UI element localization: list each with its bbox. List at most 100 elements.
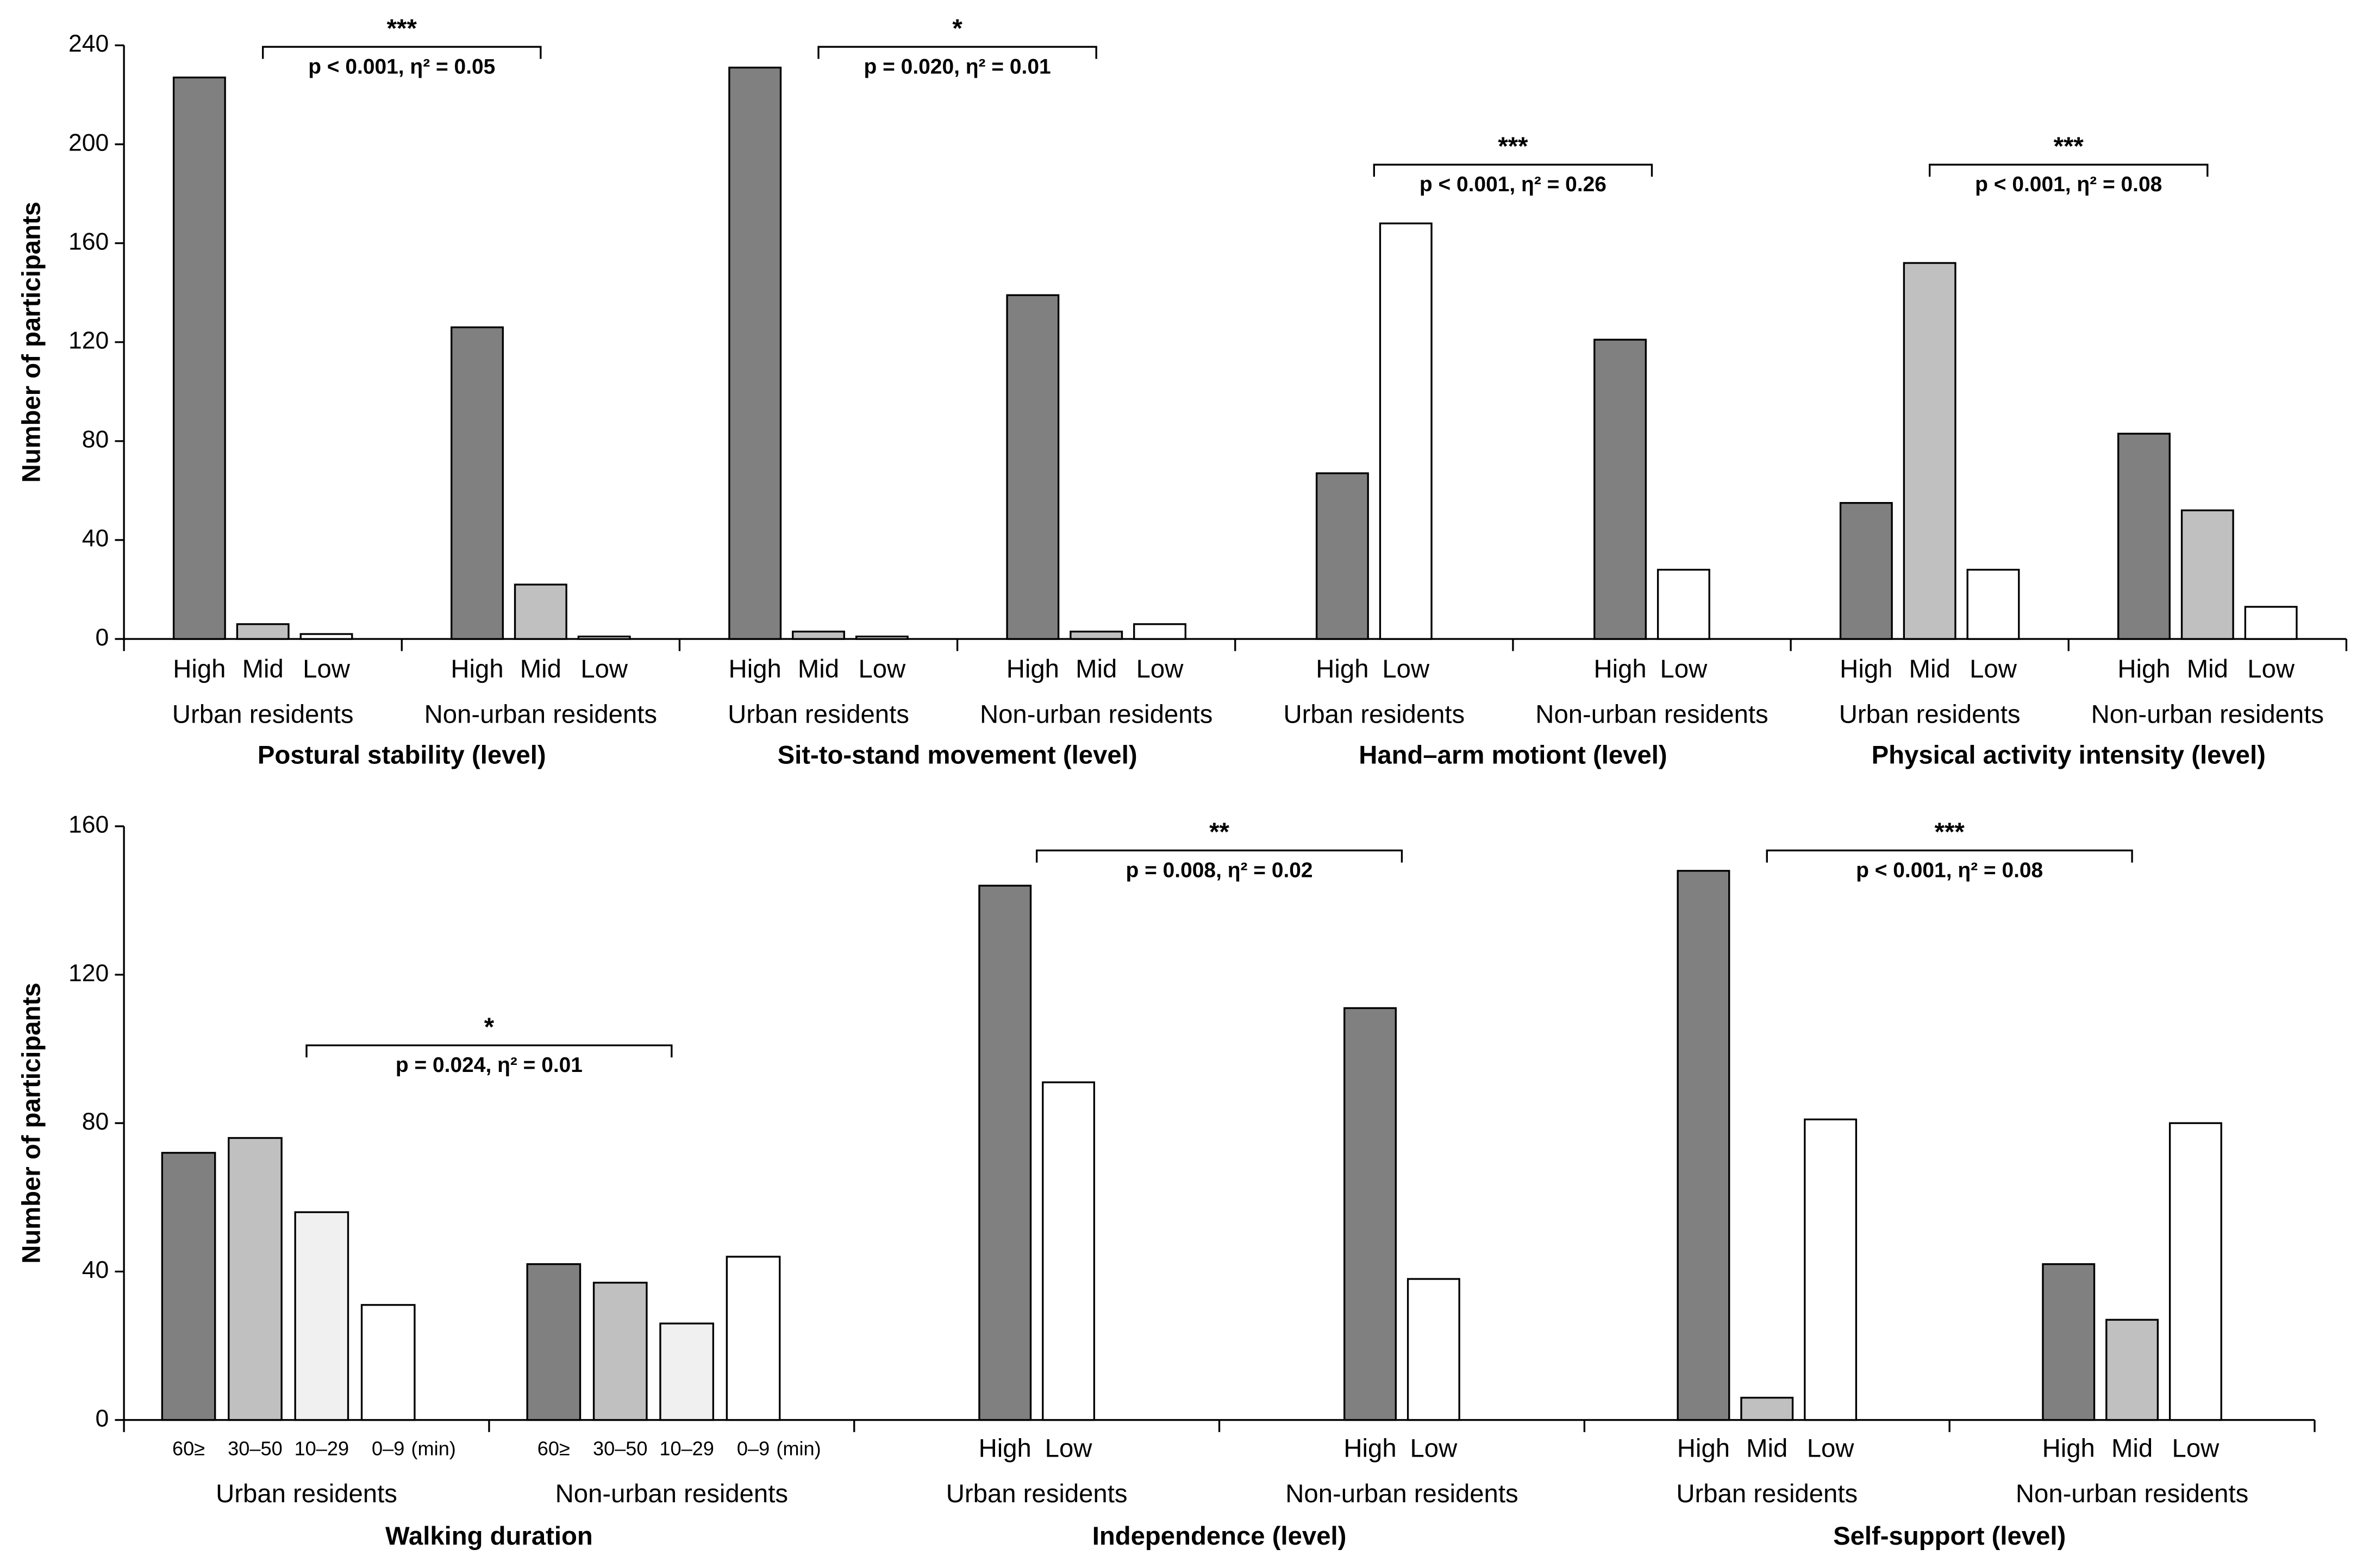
category-label: 60≥ [537, 1438, 570, 1460]
category-label: High [1677, 1434, 1730, 1463]
significance-stars: * [484, 1013, 495, 1042]
bar [592, 1282, 648, 1421]
category-label: High [2117, 655, 2170, 683]
group-title: Self-support (level) [1833, 1522, 2066, 1551]
subgroup-label: Urban residents [1676, 1479, 1858, 1508]
category-label: Mid [2187, 655, 2228, 683]
y-tick-label: 240 [68, 30, 109, 57]
bar [526, 1263, 582, 1421]
category-label: Low [1970, 655, 2017, 683]
category-label: 10–29 [295, 1438, 349, 1460]
category-label: Low [303, 655, 351, 683]
significance-stars: *** [1498, 132, 1528, 161]
subgroup-label: Urban residents [946, 1479, 1128, 1508]
significance-text: p < 0.001, η² = 0.26 [1420, 173, 1606, 196]
category-label: Low [2247, 655, 2295, 683]
bar [855, 635, 909, 640]
group-title: Hand–arm motiont (level) [1359, 741, 1667, 769]
subgroup-label: Non-urban residents [1535, 700, 1768, 729]
bar [2180, 509, 2234, 640]
significance-text: p < 0.001, η² = 0.08 [1856, 859, 2043, 882]
bar [728, 66, 782, 640]
subgroup-label: Urban residents [172, 700, 354, 729]
group-title: Postural stability (level) [258, 741, 546, 769]
category-label: Low [858, 655, 906, 683]
bar [1804, 1118, 1858, 1421]
category-label: Mid [1746, 1434, 1787, 1463]
significance-stars: *** [2054, 132, 2084, 161]
significance-stars: *** [1935, 818, 1965, 846]
bar [1006, 294, 1060, 640]
significance-bracket [305, 1044, 673, 1058]
y-tick-label: 40 [82, 525, 109, 552]
significance-text: p < 0.001, η² = 0.05 [308, 55, 495, 78]
category-label: Low [1382, 655, 1430, 683]
subgroup-label: Non-urban residents [555, 1479, 788, 1508]
y-tick-label: 40 [82, 1257, 109, 1283]
bar [2168, 1122, 2222, 1421]
bar [1903, 262, 1956, 640]
bar [659, 1322, 714, 1421]
significance-bracket [262, 46, 542, 59]
bar [792, 630, 845, 640]
subgroup-label: Non-urban residents [2016, 1479, 2248, 1508]
category-label: Low [1410, 1434, 1458, 1463]
category-label: 30–50 [593, 1438, 648, 1460]
y-tick-label: 200 [68, 129, 109, 156]
bar [2105, 1319, 2159, 1421]
y-tick-label: 120 [68, 960, 109, 987]
category-label: Mid [1076, 655, 1117, 683]
bar [1379, 222, 1433, 640]
category-label: 60≥ [172, 1438, 205, 1460]
category-label: High [451, 655, 503, 683]
category-label: Mid [242, 655, 284, 683]
subgroup-label: Urban residents [216, 1479, 397, 1508]
category-label: Low [580, 655, 628, 683]
subgroup-label: Urban residents [1839, 700, 2021, 729]
bar [360, 1304, 416, 1421]
bar [1315, 472, 1369, 640]
significance-bracket [817, 46, 1097, 59]
category-label: Mid [520, 655, 561, 683]
category-label: High [979, 1434, 1032, 1463]
subgroup-label: Non-urban residents [980, 700, 1212, 729]
bar [2244, 606, 2298, 640]
bar [1966, 568, 2020, 640]
bar [1593, 338, 1647, 640]
y-tick-label: 80 [82, 427, 109, 453]
category-label: High [1007, 655, 1059, 683]
y-axis-label: Number of participants [17, 202, 46, 482]
y-tick-label: 80 [82, 1108, 109, 1135]
bar [294, 1211, 349, 1421]
subgroup-label: Urban residents [728, 700, 909, 729]
category-label: 10–29 [659, 1438, 714, 1460]
bar [726, 1256, 781, 1421]
subgroup-label: Non-urban residents [424, 700, 657, 729]
category-label: 0–9 [372, 1438, 404, 1460]
unit-label: (min) [776, 1438, 821, 1460]
category-label: High [173, 655, 226, 683]
bar [299, 633, 353, 640]
significance-text: p = 0.008, η² = 0.02 [1126, 859, 1312, 882]
bar [577, 635, 631, 640]
category-label: 0–9 [737, 1438, 770, 1460]
bar [2117, 432, 2171, 640]
bar [1839, 502, 1893, 640]
significance-text: p < 0.001, η² = 0.08 [1975, 173, 2162, 196]
category-label: Low [2172, 1434, 2220, 1463]
y-tick-label: 0 [96, 1405, 109, 1432]
category-label: Mid [1909, 655, 1951, 683]
bar [1343, 1007, 1397, 1421]
category-label: Low [1136, 655, 1184, 683]
bar [1070, 630, 1123, 640]
group-title: Physical activity intensity (level) [1872, 741, 2266, 769]
significance-text: p = 0.020, η² = 0.01 [864, 55, 1051, 78]
group-title: Walking duration [385, 1522, 593, 1551]
bar [161, 1152, 216, 1421]
y-axis-label: Number of participants [17, 983, 46, 1264]
y-tick-label: 160 [68, 228, 109, 255]
significance-stars: *** [387, 14, 417, 43]
bar [1677, 870, 1730, 1421]
category-label: 30–50 [228, 1438, 283, 1460]
category-label: Low [1807, 1434, 1855, 1463]
